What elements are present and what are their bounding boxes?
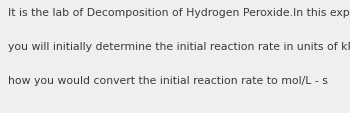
Text: you will initially determine the initial reaction rate in units of kPa/s.  Show: you will initially determine the initial… — [8, 42, 350, 52]
Text: It is the lab of Decomposition of Hydrogen Peroxide.In this experiment,: It is the lab of Decomposition of Hydrog… — [8, 8, 350, 18]
Text: how you would convert the initial reaction rate to mol/L - s: how you would convert the initial reacti… — [8, 76, 328, 86]
